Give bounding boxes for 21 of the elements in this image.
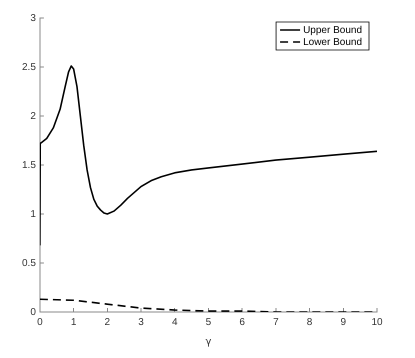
x-tick-label: 2	[104, 316, 111, 328]
legend-label: Lower Bound	[303, 36, 362, 48]
y-tick-label: 0	[30, 306, 36, 318]
y-tick-label: 0.5	[22, 258, 36, 269]
x-tick-label: 4	[172, 316, 178, 328]
x-tick-label: 6	[239, 316, 246, 328]
legend-label: Upper Bound	[303, 24, 362, 36]
x-tick-label: 9	[340, 316, 347, 328]
y-tick-label: 1	[30, 208, 36, 220]
x-tick-label: 7	[273, 316, 280, 328]
y-tick-label: 2	[30, 110, 36, 122]
x-tick-label: 1	[70, 316, 77, 328]
x-tick-label: 0	[37, 316, 44, 328]
x-tick-label: 5	[206, 316, 212, 328]
y-tick-label: 2.5	[22, 62, 36, 73]
x-tick-label: 3	[138, 316, 144, 328]
x-tick-label: 8	[306, 316, 313, 328]
y-tick-label: 1.5	[22, 160, 36, 171]
y-tick-label: 3	[30, 12, 36, 24]
x-axis-title: γ	[205, 336, 212, 348]
x-tick-label: 10	[371, 316, 383, 328]
